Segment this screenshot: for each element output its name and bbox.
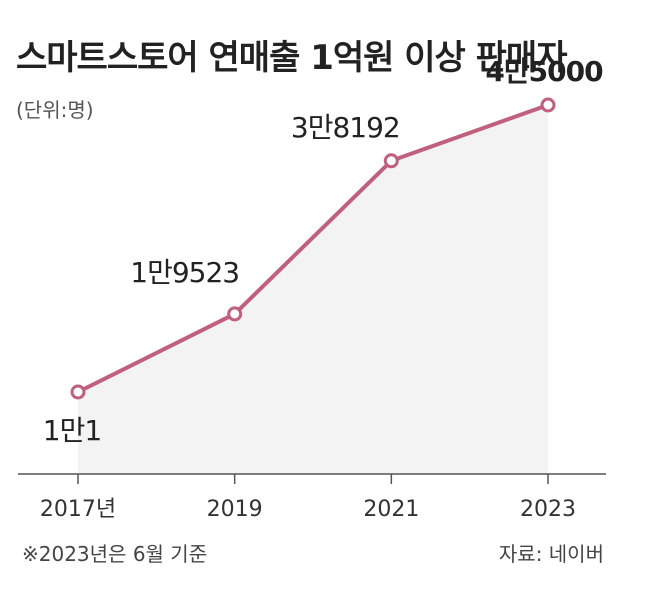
- series-points: [70, 97, 556, 400]
- series-data-labels: 1만1 1만9523 3만8192 4만5000: [43, 55, 604, 447]
- source-note: 자료: 네이버: [498, 542, 604, 566]
- chart-area-fill: [78, 105, 548, 474]
- x-axis-ticks: [77, 474, 549, 484]
- data-label: 1만1: [43, 414, 101, 447]
- x-axis-tick-label: 2017년: [40, 497, 116, 522]
- series-point: [227, 306, 243, 322]
- footnote: ※2023년은 6월 기준: [22, 542, 208, 566]
- series-point: [70, 384, 86, 400]
- series-point: [540, 97, 556, 113]
- data-label: 1만9523: [130, 256, 239, 289]
- x-axis-tick-label: 2021: [363, 497, 419, 522]
- x-axis-tick-label: 2023: [520, 497, 576, 522]
- data-label: 3만8192: [291, 111, 400, 144]
- series-line: [77, 103, 549, 394]
- series-point: [383, 153, 399, 169]
- x-axis-tick-labels: 2017년 2019 2021 2023: [40, 497, 576, 522]
- data-label: 4만5000: [485, 55, 603, 88]
- unit-note: (단위:명): [16, 98, 94, 122]
- chart-title: 스마트스토어 연매출 1억원 이상 판매자: [16, 38, 567, 78]
- x-axis-tick-label: 2019: [207, 497, 263, 522]
